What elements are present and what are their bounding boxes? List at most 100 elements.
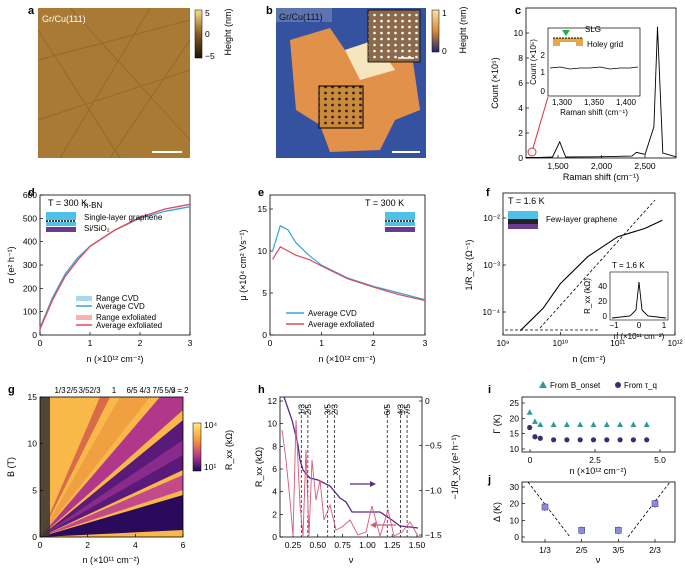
panel-letter-g: g — [8, 384, 15, 396]
axes-e — [269, 194, 426, 336]
xtick-f-1: 10¹⁰ — [552, 338, 568, 348]
panel-letter-b: b — [266, 5, 273, 17]
xtick-i-2: 5.0 — [654, 455, 666, 465]
afm-texture-a — [37, 7, 191, 159]
inset-f-ytick-2: 40 — [598, 282, 607, 291]
xtick-g-0: 0 — [38, 540, 43, 550]
ytick-j-1: 10 — [510, 515, 520, 525]
temp-label-d: T = 300 K — [48, 198, 87, 208]
xtick-f-0: 10⁹ — [496, 338, 509, 348]
point-b-onset — [550, 421, 557, 427]
nu-label-g: ν = 2 — [171, 386, 189, 395]
ytick-h-2: 4 — [272, 487, 277, 497]
ylabel-e: μ (×10⁴ cm² Vs⁻¹) — [238, 229, 248, 300]
d-peak-marker — [527, 147, 537, 157]
conductance-line — [519, 219, 663, 332]
xtick-g-2: 4 — [133, 540, 138, 550]
panel-h: h 0 2 4 6 8 10 12 0 −0.5 −1.0 −1.5 0.25 0.50 0.75 1.… — [254, 384, 460, 565]
fraction-label-g-6: 4/3 — [139, 386, 151, 395]
axes-j — [521, 481, 676, 543]
ytick-c-1: 2 — [518, 128, 523, 138]
gap-point — [614, 527, 622, 534]
ytick-c-2: 4 — [518, 103, 523, 113]
legend-range-exfoliated: Range exfoliated — [96, 313, 156, 322]
inset-f-ytick-0: 0 — [603, 312, 608, 321]
legend-average-cvd: Average CVD — [96, 302, 145, 311]
point-tau-q — [590, 437, 597, 443]
inset-holey-label: Holey grid — [587, 40, 623, 49]
point-b-onset — [643, 421, 650, 427]
afm-image-a — [38, 8, 190, 158]
axes-g — [39, 396, 184, 538]
fraction-label-h-3: 2/3 — [330, 403, 339, 415]
xlabel-c: Raman shift (cm⁻¹) — [563, 172, 639, 182]
xtick-e-2: 2 — [371, 338, 376, 348]
legend-triangle-icon — [539, 381, 547, 388]
point-tau-q — [527, 424, 533, 431]
xtick-e-1: 1 — [319, 338, 324, 348]
point-tau-q — [537, 435, 543, 441]
inset-f — [609, 271, 669, 321]
sample-label-b: Gr/Cu(111) — [279, 12, 323, 22]
xtick-e-0: 0 — [268, 338, 273, 348]
fraction-label-g-7: 7/5 — [152, 386, 164, 395]
ylabel-j: Δ (K) — [492, 502, 502, 522]
point-b-onset — [617, 421, 624, 427]
panel-letter-h: h — [258, 384, 265, 396]
point-tau-q — [630, 437, 637, 443]
fraction-label-g-0: 1/3 — [54, 386, 66, 395]
inset-ytick-2: 2 — [541, 51, 546, 60]
fraction-label-g-3: 2/3 — [89, 386, 101, 395]
ytick-d-4: 400 — [23, 237, 37, 247]
xtick-g-1: 2 — [85, 540, 90, 550]
point-tau-q — [644, 437, 650, 443]
xtick-h-5: 1.50 — [409, 540, 426, 550]
inset-f-ylabel: R_xx (kΩ) — [583, 278, 592, 314]
ytick-i-1: 15 — [510, 429, 520, 439]
panel-b: b Gr/Cu(111) 1 0 Height (nm) — [266, 5, 468, 158]
inset-f-xtick-2: 1 — [662, 321, 667, 330]
layer-label-flg: Few-layer graphene — [546, 215, 618, 224]
panel-letter-a: a — [28, 5, 35, 17]
inset-ytick-0: 0 — [541, 87, 546, 96]
fraction-label-g-5: 6/5 — [126, 386, 138, 395]
fraction-label-h-5: 4/3 — [396, 403, 405, 415]
xlabel-h: ν — [349, 555, 354, 565]
ytick-j-3: 30 — [510, 482, 520, 492]
ylabel-h-left: R_xx (kΩ) — [254, 447, 264, 487]
inset-f-xtick-0: −1 — [609, 321, 619, 330]
xlabel-d: n (×10¹² cm⁻²) — [86, 354, 143, 364]
xlabel-g: n (×10¹¹ cm⁻²) — [82, 555, 139, 565]
raman-spectrum-line — [526, 26, 677, 158]
ytick-h-1: 2 — [272, 509, 277, 519]
ytick-h-6: 12 — [268, 396, 278, 406]
legend-average-exfoliated: Average exfoliated — [96, 321, 162, 330]
xlabel-f: n (cm⁻²) — [572, 354, 605, 364]
cbar-tick-g-0: 10⁴ — [204, 420, 217, 430]
point-b-onset — [563, 421, 570, 427]
cbar-tick-a-0: 5 — [205, 8, 210, 18]
cbar-label-b: Height (nm) — [458, 6, 468, 53]
ylabel-i: Γ (K) — [492, 414, 502, 433]
laser-icon — [562, 30, 570, 36]
fraction-label-h-6: 7/5 — [403, 403, 412, 415]
xtick-h-3: 1.00 — [359, 540, 376, 550]
ytick-e-2: 10 — [258, 246, 268, 256]
xtick-j-0: 1/3 — [539, 545, 551, 555]
xtick-c-1: 2,000 — [591, 161, 613, 171]
inset-ylabel: Count (×10⁵) — [529, 39, 538, 85]
ytick-e-1: 5 — [262, 288, 267, 298]
xtick-i-0: 0 — [528, 455, 533, 465]
legend-tau-q: From τ_q — [624, 381, 657, 390]
ytick-i-3: 25 — [510, 398, 520, 408]
ylabel-g: B (T) — [6, 457, 16, 477]
ytick-h-right-1: −0.5 — [425, 441, 442, 451]
point-tau-q — [532, 434, 538, 440]
ytick-h-4: 8 — [272, 441, 277, 451]
cbar-tick-g-1: 10¹ — [204, 462, 216, 472]
inset-f-xlabel: n (×10¹¹ cm⁻²) — [614, 332, 665, 341]
xtick-j-2: 3/5 — [612, 545, 624, 555]
xtick-d-2: 2 — [138, 338, 143, 348]
